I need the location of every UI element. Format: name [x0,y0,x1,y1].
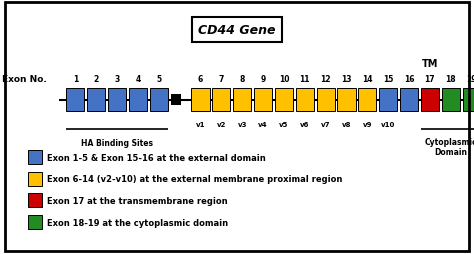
Bar [129,89,147,112]
Bar [28,215,42,229]
Bar [358,89,376,112]
Bar [191,89,210,112]
Bar [317,89,335,112]
Text: 13: 13 [341,74,352,83]
Bar [254,89,272,112]
Text: Cytoplasmic
Domain: Cytoplasmic Domain [424,137,474,156]
Text: 8: 8 [239,74,245,83]
Text: TM: TM [422,58,438,69]
Text: v9: v9 [363,121,372,128]
Text: 5: 5 [156,74,161,83]
Text: Exon 17 at the transmembrane region: Exon 17 at the transmembrane region [47,196,228,205]
Text: 10: 10 [279,74,289,83]
Text: CD44 Gene: CD44 Gene [198,24,276,37]
Bar [400,89,418,112]
Text: 12: 12 [320,74,331,83]
Text: 7: 7 [219,74,224,83]
Bar [463,89,474,112]
Bar [87,89,105,112]
Bar [66,89,84,112]
Text: 4: 4 [135,74,141,83]
Text: v4: v4 [258,121,268,128]
Text: v1: v1 [196,121,205,128]
Text: 18: 18 [446,74,456,83]
Text: Exon No.: Exon No. [2,74,47,83]
Text: 3: 3 [114,74,120,83]
Bar [442,89,460,112]
Text: Exon 18-19 at the cytoplasmic domain: Exon 18-19 at the cytoplasmic domain [47,218,228,227]
Text: 17: 17 [425,74,435,83]
Bar [28,150,42,165]
Text: 2: 2 [93,74,99,83]
Bar [150,89,168,112]
Text: 9: 9 [260,74,266,83]
Text: 1: 1 [73,74,78,83]
Text: v3: v3 [237,121,247,128]
Bar [275,89,293,112]
Text: 19: 19 [466,74,474,83]
Text: v8: v8 [342,121,351,128]
Text: v2: v2 [217,121,226,128]
Text: v7: v7 [321,121,330,128]
Bar [212,89,230,112]
Bar [233,89,251,112]
Text: v5: v5 [279,121,289,128]
Bar [421,89,439,112]
Bar [337,89,356,112]
Text: Exon 6-14 (v2-v10) at the external membrane proximal region: Exon 6-14 (v2-v10) at the external membr… [47,174,343,184]
Text: 15: 15 [383,74,393,83]
Bar [379,89,397,112]
Text: 14: 14 [362,74,373,83]
Bar [171,94,181,106]
Bar [28,172,42,186]
Text: v10: v10 [381,121,395,128]
Bar [108,89,126,112]
Text: Exon 1-5 & Exon 15-16 at the external domain: Exon 1-5 & Exon 15-16 at the external do… [47,153,266,162]
Text: 16: 16 [404,74,414,83]
Text: 11: 11 [300,74,310,83]
Bar [28,194,42,208]
Text: 6: 6 [198,74,203,83]
Bar [296,89,314,112]
Text: HA Binding Sites: HA Binding Sites [81,138,153,147]
Text: v6: v6 [300,121,310,128]
